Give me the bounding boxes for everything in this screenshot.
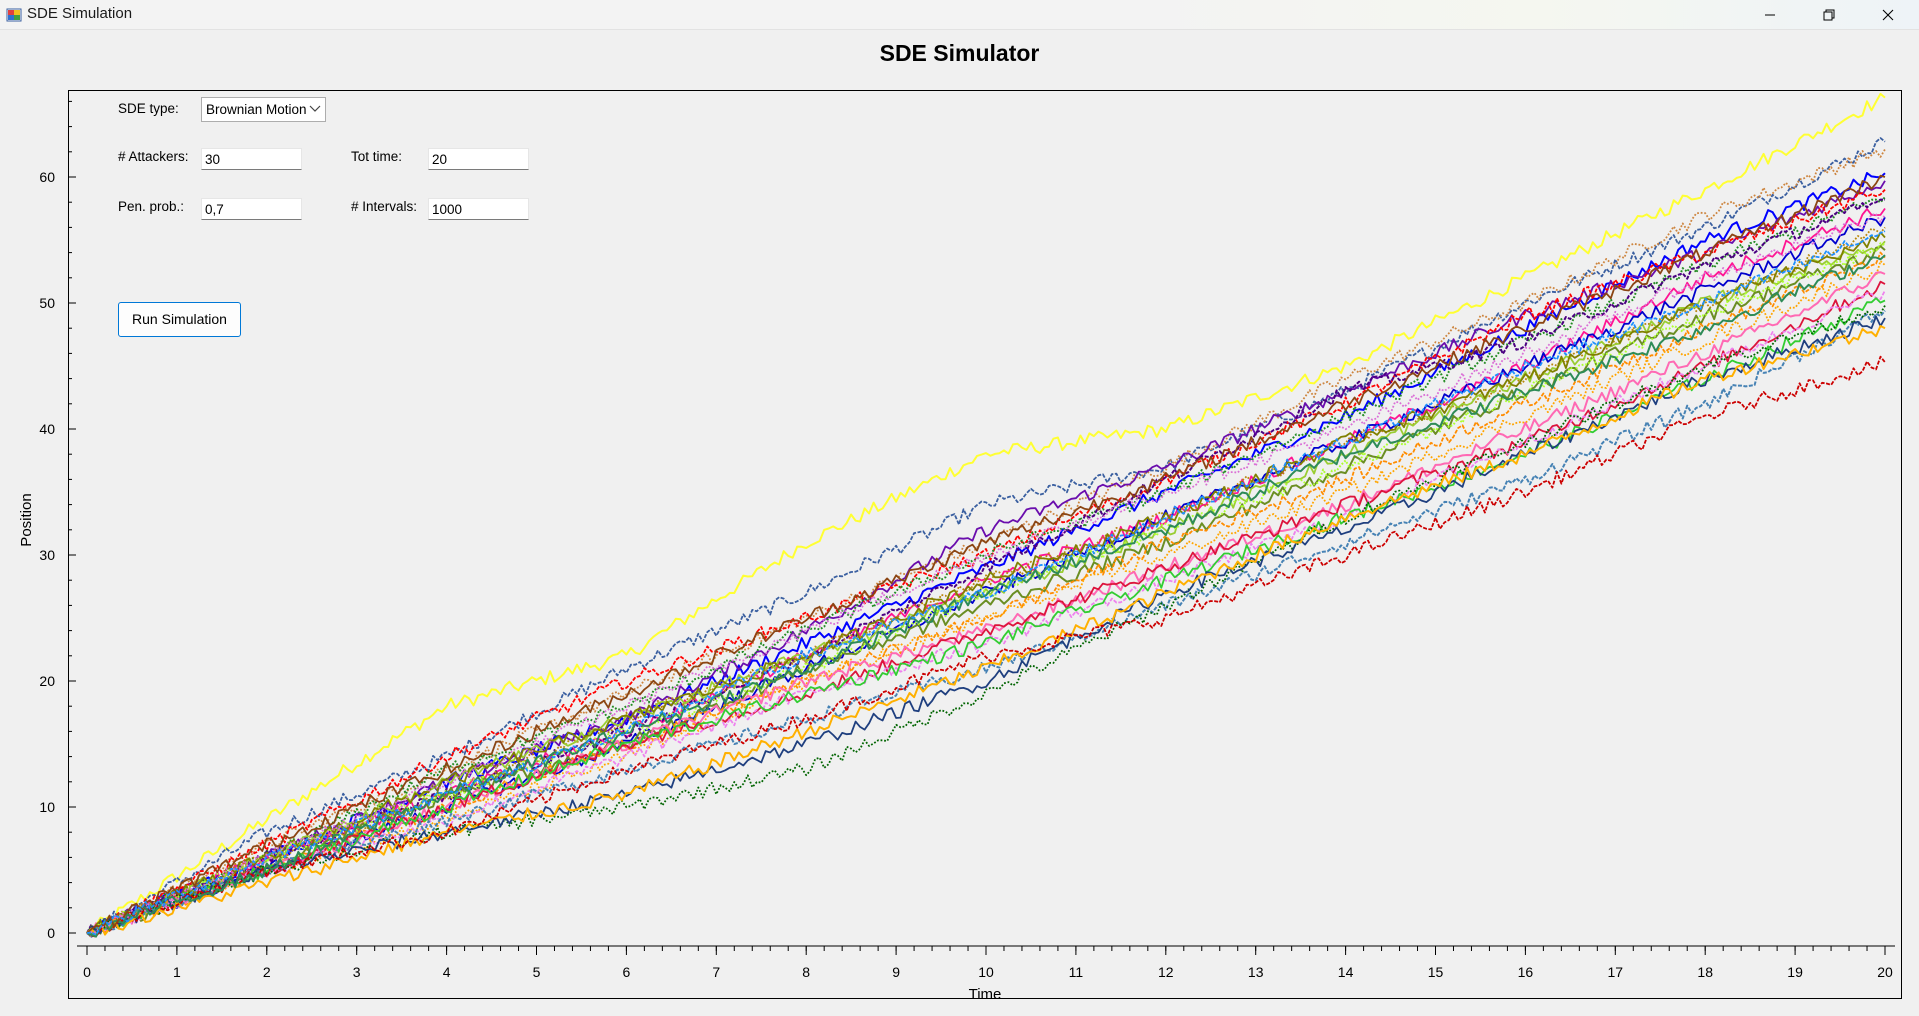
x-tick-label: 16 (1518, 964, 1534, 980)
series-lines (86, 92, 1886, 939)
series-line (86, 242, 1886, 934)
close-button[interactable] (1860, 0, 1916, 29)
attackers-input[interactable]: 30 (201, 148, 302, 170)
series-line (86, 260, 1886, 935)
x-tick-label: 18 (1697, 964, 1713, 980)
close-icon (1882, 9, 1894, 20)
y-tick-label: 20 (39, 673, 55, 689)
app-title: SDE Simulator (879, 40, 1040, 66)
x-tick-label: 9 (892, 964, 900, 980)
series-line (86, 174, 1886, 934)
x-tick-label: 12 (1158, 964, 1174, 980)
series-line (86, 196, 1886, 938)
x-tick-label: 14 (1338, 964, 1354, 980)
x-tick-label: 5 (533, 964, 541, 980)
y-tick-label: 40 (39, 421, 55, 437)
x-tick-label: 7 (712, 964, 720, 980)
attackers-label: # Attackers: (118, 149, 189, 164)
x-tick-label: 0 (83, 964, 91, 980)
series-line (86, 92, 1886, 934)
x-tick-label: 8 (802, 964, 810, 980)
x-tick-label: 1 (173, 964, 181, 980)
series-line (86, 213, 1886, 934)
y-tick-label: 50 (39, 295, 55, 311)
restore-button[interactable] (1801, 0, 1857, 29)
window-title: SDE Simulation (27, 5, 133, 22)
x-axis-title: Time (969, 986, 1002, 1003)
series-line (86, 315, 1886, 934)
app-icon (6, 8, 22, 22)
plot-area-frame (68, 90, 1902, 999)
run-simulation-button[interactable]: Run Simulation (118, 302, 241, 337)
y-axis-title: Position (18, 493, 35, 546)
title-bar: SDE Simulation (0, 0, 1919, 30)
y-tick-label: 60 (39, 169, 55, 185)
axes: 0 1 2 3 4 5 6 7 8 9 10 11 12 13 14 15 16 17 18 19 2001020304… (39, 100, 1895, 980)
series-line (86, 230, 1886, 936)
intervals-input[interactable]: 1000 (428, 198, 529, 220)
pen-prob-input[interactable]: 0,7 (201, 198, 302, 220)
sde-type-select[interactable]: Brownian Motion (201, 97, 326, 122)
pen-prob-label: Pen. prob.: (118, 199, 185, 214)
series-line (86, 251, 1886, 937)
y-tick-label: 10 (39, 799, 55, 815)
series-line (86, 245, 1886, 935)
x-tick-label: 4 (443, 964, 451, 980)
tot-time-label: Tot time: (351, 149, 403, 164)
x-tick-label: 20 (1877, 964, 1893, 980)
series-line (86, 231, 1886, 935)
series-line (86, 325, 1886, 937)
series-line (86, 309, 1886, 938)
x-tick-label: 11 (1069, 964, 1084, 980)
chevron-down-icon (309, 105, 321, 112)
series-line (86, 289, 1886, 935)
x-tick-label: 17 (1608, 964, 1624, 980)
series-line (86, 188, 1886, 936)
intervals-label: # Intervals: (351, 199, 418, 214)
x-tick-label: 15 (1428, 964, 1444, 980)
y-tick-label: 30 (39, 547, 55, 563)
sde-type-label: SDE type: (118, 101, 179, 116)
series-line (86, 240, 1886, 937)
x-tick-label: 2 (263, 964, 271, 980)
series-line (86, 137, 1886, 938)
x-tick-label: 10 (978, 964, 994, 980)
series-line (86, 254, 1886, 938)
series-line (86, 355, 1886, 938)
restore-icon (1823, 9, 1835, 20)
x-tick-label: 3 (353, 964, 361, 980)
sde-type-value: Brownian Motion (206, 102, 307, 117)
minimize-icon (1765, 14, 1775, 15)
x-tick-label: 13 (1248, 964, 1264, 980)
series-line (86, 180, 1886, 934)
y-tick-label: 0 (47, 925, 55, 941)
tot-time-input[interactable]: 20 (428, 148, 529, 170)
x-tick-label: 19 (1787, 964, 1803, 980)
x-tick-label: 6 (623, 964, 631, 980)
minimize-button[interactable] (1742, 0, 1798, 29)
